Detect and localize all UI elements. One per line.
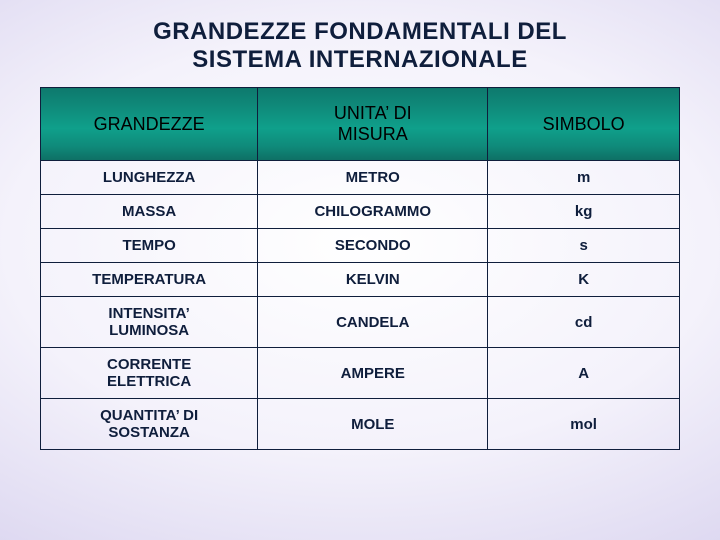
title-line-1: GRANDEZZE FONDAMENTALI DEL bbox=[153, 18, 567, 45]
table-header-row: GRANDEZZE UNITA’ DIMISURA SIMBOLO bbox=[41, 88, 680, 161]
table-cell: mol bbox=[488, 399, 680, 450]
table-cell: CORRENTEELETTRICA bbox=[41, 348, 258, 399]
table-cell: KELVIN bbox=[258, 263, 488, 297]
col-header-unita-label: UNITA’ DIMISURA bbox=[334, 103, 412, 144]
slide: GRANDEZZE FONDAMENTALI DEL SISTEMA INTER… bbox=[0, 0, 720, 540]
table-cell: CANDELA bbox=[258, 297, 488, 348]
table-header: GRANDEZZE UNITA’ DIMISURA SIMBOLO bbox=[41, 88, 680, 161]
table-cell: AMPERE bbox=[258, 348, 488, 399]
table-row: QUANTITA’ DISOSTANZAMOLEmol bbox=[41, 399, 680, 450]
table-body: LUNGHEZZAMETROmMASSACHILOGRAMMOkgTEMPOSE… bbox=[41, 161, 680, 450]
col-header-unita: UNITA’ DIMISURA bbox=[258, 88, 488, 161]
title-line-2: SISTEMA INTERNAZIONALE bbox=[192, 46, 527, 73]
table-cell: kg bbox=[488, 195, 680, 229]
table-cell: LUNGHEZZA bbox=[41, 161, 258, 195]
table-row: CORRENTEELETTRICAAMPEREA bbox=[41, 348, 680, 399]
table-cell: QUANTITA’ DISOSTANZA bbox=[41, 399, 258, 450]
table-cell: MASSA bbox=[41, 195, 258, 229]
table-cell: cd bbox=[488, 297, 680, 348]
table-cell: INTENSITA’LUMINOSA bbox=[41, 297, 258, 348]
col-header-simbolo: SIMBOLO bbox=[488, 88, 680, 161]
table-cell: MOLE bbox=[258, 399, 488, 450]
table-cell: TEMPO bbox=[41, 229, 258, 263]
table-cell: SECONDO bbox=[258, 229, 488, 263]
table-cell: CHILOGRAMMO bbox=[258, 195, 488, 229]
col-header-grandezze: GRANDEZZE bbox=[41, 88, 258, 161]
table-row: MASSACHILOGRAMMOkg bbox=[41, 195, 680, 229]
table-cell: TEMPERATURA bbox=[41, 263, 258, 297]
si-units-table: GRANDEZZE UNITA’ DIMISURA SIMBOLO LUNGHE… bbox=[40, 87, 680, 450]
table-cell: K bbox=[488, 263, 680, 297]
table-cell: s bbox=[488, 229, 680, 263]
col-header-grandezze-label: GRANDEZZE bbox=[94, 114, 205, 134]
col-header-simbolo-label: SIMBOLO bbox=[543, 114, 625, 134]
table-row: TEMPOSECONDOs bbox=[41, 229, 680, 263]
table-row: INTENSITA’LUMINOSACANDELAcd bbox=[41, 297, 680, 348]
table-cell: METRO bbox=[258, 161, 488, 195]
table-cell: m bbox=[488, 161, 680, 195]
table-cell: A bbox=[488, 348, 680, 399]
table-row: TEMPERATURAKELVINK bbox=[41, 263, 680, 297]
table-row: LUNGHEZZAMETROm bbox=[41, 161, 680, 195]
slide-title: GRANDEZZE FONDAMENTALI DEL SISTEMA INTER… bbox=[40, 18, 680, 73]
